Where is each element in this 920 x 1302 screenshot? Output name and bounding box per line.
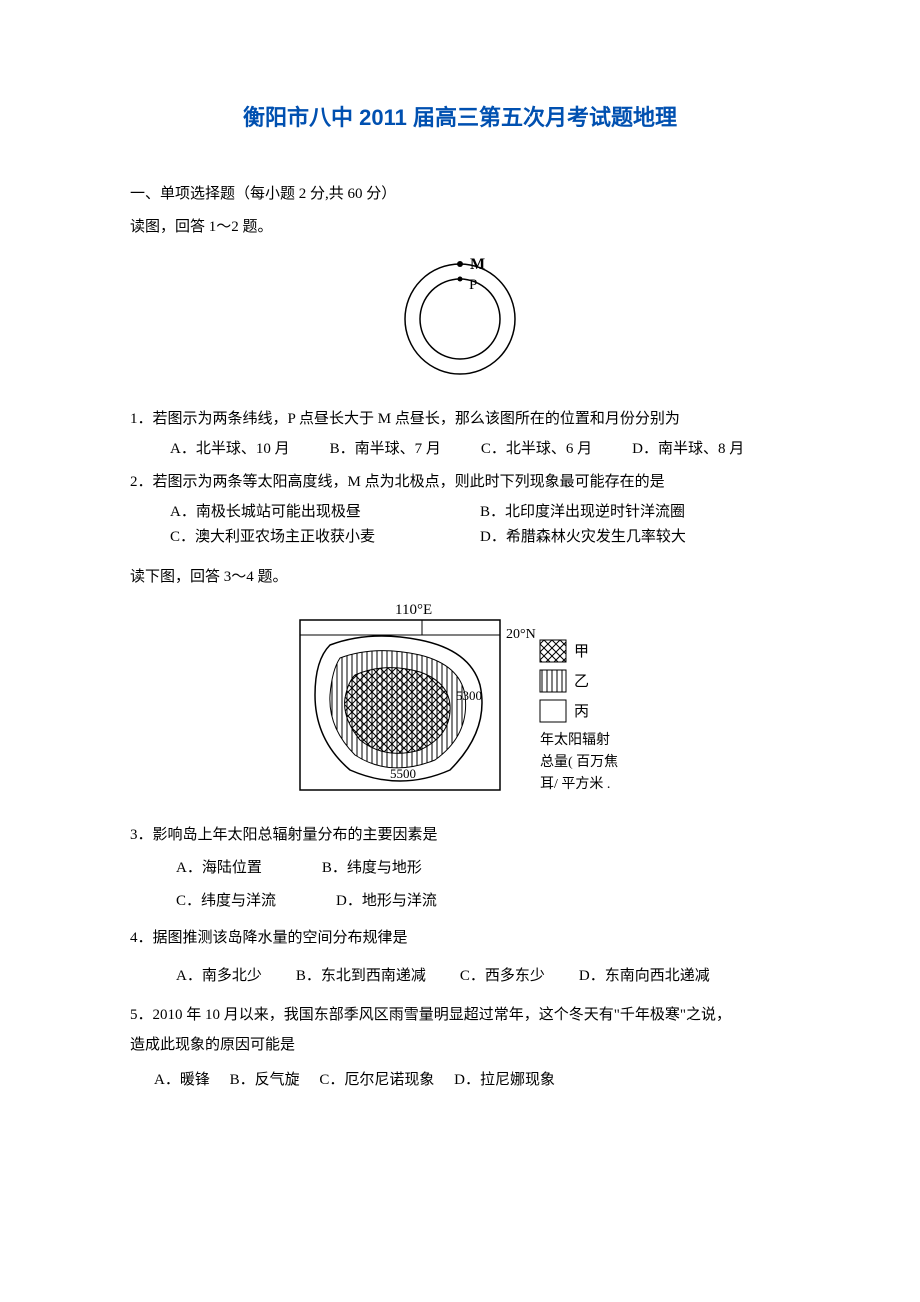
- q1-opt-c: C．北半球、6 月: [481, 437, 592, 463]
- q4-opt-b: B．东北到西南递减: [296, 964, 426, 990]
- question-4: 4．据图推测该岛降水量的空间分布规律是: [130, 926, 790, 952]
- q3-opt-b: B．纬度与地形: [322, 852, 422, 885]
- q2-opt-c: C．澳大利亚农场主正收获小麦: [170, 525, 480, 551]
- legend-note1: 年太阳辐射: [540, 732, 610, 748]
- q4-opt-d: D．东南向西北递减: [579, 964, 710, 990]
- question-1-options: A．北半球、10 月 B．南半球、7 月 C．北半球、6 月 D．南半球、8 月: [130, 437, 790, 463]
- q4-opt-a: A．南多北少: [176, 964, 262, 990]
- fig2-lon: 110°E: [395, 602, 432, 618]
- page-title: 衡阳市八中 2011 届高三第五次月考试题地理: [130, 100, 790, 132]
- legend-note2: 总量( 百万焦: [540, 754, 618, 770]
- figure-2: 110°E 20°N 5300 5500 甲 乙 丙 年太阳辐射 总量( 百万焦…: [130, 600, 790, 805]
- question-1: 1．若图示为两条纬线，P 点昼长大于 M 点昼长，那么该图所在的位置和月份分别为: [130, 407, 790, 433]
- q2-opt-d: D．希腊森林火灾发生几率较大: [480, 525, 790, 551]
- q5-opt-b: B．反气旋: [230, 1072, 300, 1088]
- question-3-options: A．海陆位置 B．纬度与地形 C．纬度与洋流 D．地形与洋流: [130, 852, 790, 918]
- q5-opt-c: C．厄尔尼诺现象: [319, 1072, 434, 1088]
- question-5-line2: 造成此现象的原因可能是: [130, 1033, 790, 1059]
- fig2-lat: 20°N: [506, 627, 536, 642]
- instruction-2: 读下图，回答 3～4 题。: [130, 565, 790, 586]
- question-2-options: A．南极长城站可能出现极昼 B．北印度洋出现逆时针洋流圈 C．澳大利亚农场主正收…: [130, 500, 790, 551]
- question-4-options: A．南多北少 B．东北到西南递减 C．西多东少 D．东南向西北递减: [130, 964, 790, 990]
- instruction-1: 读图，回答 1～2 题。: [130, 215, 790, 236]
- question-5-line1: 5．2010 年 10 月以来，我国东部季风区雨雪量明显超过常年，这个冬天有"千…: [130, 1003, 790, 1029]
- legend-jia: 甲: [574, 644, 589, 660]
- fig1-label-m: M: [470, 256, 485, 273]
- q1-opt-a: A．北半球、10 月: [170, 437, 290, 463]
- legend-bing: 丙: [574, 704, 589, 720]
- q5-opt-a: A．暖锋: [154, 1072, 210, 1088]
- q2-opt-a: A．南极长城站可能出现极昼: [170, 500, 480, 526]
- q3-opt-c: C．纬度与洋流: [176, 885, 276, 918]
- fig2-5300: 5300: [456, 688, 482, 703]
- q4-opt-c: C．西多东少: [460, 964, 545, 990]
- q5-opt-d: D．拉尼娜现象: [454, 1072, 555, 1088]
- legend-yi: 乙: [574, 674, 589, 690]
- q2-opt-b: B．北印度洋出现逆时针洋流圈: [480, 500, 790, 526]
- q1-opt-b: B．南半球、7 月: [330, 437, 441, 463]
- question-2: 2．若图示为两条等太阳高度线，M 点为北极点，则此时下列现象最可能存在的是: [130, 470, 790, 496]
- q3-opt-a: A．海陆位置: [176, 852, 262, 885]
- q1-opt-d: D．南半球、8 月: [632, 437, 744, 463]
- fig1-label-p: P: [469, 277, 477, 293]
- question-3: 3．影响岛上年太阳总辐射量分布的主要因素是: [130, 823, 790, 849]
- q3-opt-d: D．地形与洋流: [336, 885, 437, 918]
- section-header: 一、单项选择题（每小题 2 分,共 60 分）: [130, 182, 790, 203]
- question-5-options: A．暖锋 B．反气旋 C．厄尔尼诺现象 D．拉尼娜现象: [130, 1068, 790, 1094]
- legend-note3: 耳/ 平方米 .: [540, 776, 610, 792]
- figure-1: M P: [130, 254, 790, 389]
- fig2-5500: 5500: [390, 766, 416, 781]
